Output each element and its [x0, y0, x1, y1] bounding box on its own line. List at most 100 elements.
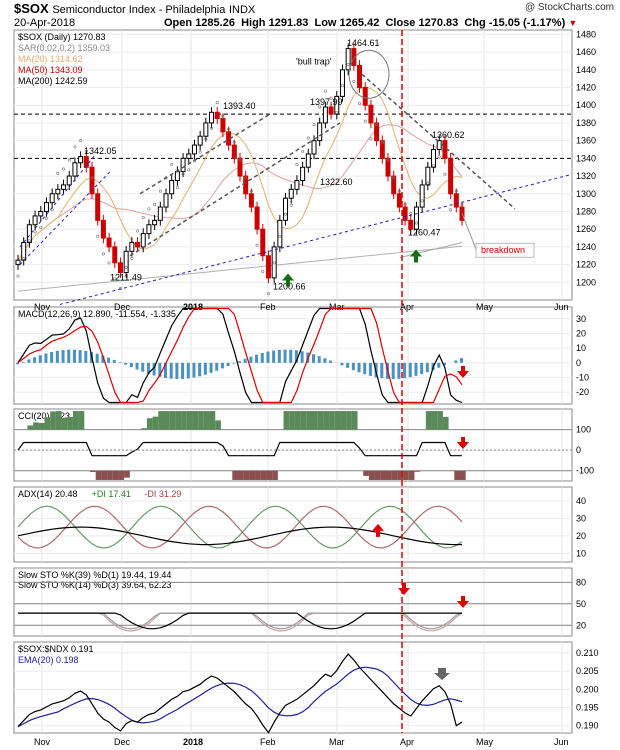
y-tick-label: 20	[576, 531, 586, 541]
macd-hist-bar	[300, 351, 304, 363]
candle-body	[26, 224, 32, 243]
macd-hist-bar	[55, 350, 59, 363]
candle-body	[391, 175, 397, 195]
candle-body	[317, 122, 323, 142]
cci-fill-pos	[55, 411, 62, 430]
macd-hist-bar	[260, 352, 264, 363]
price-annotation: 1393.40	[223, 101, 256, 111]
cci-fill-neg	[95, 470, 102, 480]
legend-entry: SAR(0.02,0.2) 1359.03	[18, 43, 110, 53]
macd-hist-bar	[38, 355, 42, 363]
candle-body	[237, 157, 243, 177]
candle-body	[100, 219, 106, 239]
macd-hist-bar	[283, 349, 287, 363]
macd-hist-bar	[380, 362, 384, 379]
candle-body	[163, 193, 169, 208]
macd-hist-bar	[175, 362, 179, 379]
macd-hist-bar	[198, 362, 202, 377]
macd-hist-bar	[329, 360, 333, 363]
cci-fill-neg	[460, 470, 466, 480]
candle-body	[419, 184, 425, 208]
macd-hist-bar	[192, 362, 196, 378]
y-tick-label: 1360	[576, 136, 596, 146]
candle-body	[61, 184, 67, 190]
sar-dot	[33, 230, 37, 234]
sar-dot	[244, 176, 248, 180]
candle-body	[32, 215, 38, 226]
candle-body	[413, 206, 419, 230]
cci-fill-pos	[158, 411, 164, 430]
y-tick-label: -100	[576, 466, 594, 476]
candle-body	[442, 140, 448, 159]
x-tick-label: Nov	[34, 737, 51, 747]
macd-hist-bar	[118, 362, 122, 363]
red-down-arrow-icon	[457, 437, 469, 449]
candle-body	[283, 197, 289, 221]
sar-dot	[227, 127, 231, 131]
sar-dot	[363, 119, 367, 123]
cci-fill-neg	[380, 470, 386, 480]
sar-dot	[153, 202, 157, 206]
sar-dot	[204, 137, 208, 141]
candle-body	[254, 206, 260, 230]
candle-body	[305, 153, 311, 168]
sar-dot	[101, 252, 105, 256]
cci-fill-pos	[61, 417, 68, 430]
macd-hist-bar	[408, 362, 412, 378]
cci-fill-neg	[255, 470, 261, 480]
x-tick-label: May	[476, 737, 494, 747]
legend-entry: $SOX (Daily) 1270.83	[18, 32, 106, 42]
sar-dot	[158, 189, 162, 193]
cci-line	[17, 441, 462, 457]
cci-fill-pos	[169, 411, 176, 430]
chart-header: $SOX Semiconductor Index - Philadelphia …	[0, 0, 620, 30]
sar-dot	[369, 137, 373, 141]
macd-hist-bar	[403, 362, 407, 379]
green-up-arrow-icon	[410, 249, 422, 263]
sar-dot	[198, 150, 202, 154]
sar-dot	[352, 79, 356, 83]
candle-body	[55, 188, 61, 195]
sar-dot	[249, 189, 253, 193]
candle-body	[49, 193, 55, 204]
cci-fill-pos	[67, 416, 73, 430]
y-tick-label: 0	[576, 445, 581, 455]
price-annotation: 1342.05	[84, 146, 117, 156]
y-tick-label: 20	[576, 328, 586, 338]
sar-dot	[90, 176, 94, 180]
sar-dot	[437, 155, 441, 159]
candle-body	[21, 241, 27, 261]
cci-fill-pos	[192, 411, 199, 430]
candle-body	[214, 111, 220, 120]
macd-hist-bar	[186, 362, 190, 379]
panel-frame-ratio	[13, 641, 573, 734]
x-tick-label: 2018	[183, 302, 203, 312]
y-tick-label: 0.200	[576, 684, 599, 694]
sar-dot	[221, 114, 225, 118]
y-tick-label: 1480	[576, 29, 596, 39]
cci-fill-pos	[72, 411, 79, 430]
candle-body	[129, 241, 135, 252]
candle-body	[112, 246, 118, 264]
chart-title: $SOX Semiconductor Index - Philadelphia …	[14, 1, 255, 16]
y-tick-label: 1220	[576, 260, 596, 270]
candle-body	[362, 87, 368, 106]
sar-dot	[84, 149, 88, 153]
sar-dot	[44, 217, 48, 221]
sar-dot	[289, 203, 293, 207]
falling-trendline	[361, 73, 516, 210]
sar-dot	[272, 261, 276, 265]
plus-di-line	[17, 505, 463, 549]
macd-hist-bar	[16, 362, 19, 365]
macd-hist-bar	[460, 358, 463, 363]
candle-body	[209, 111, 215, 124]
y-tick-label: -20	[576, 387, 589, 397]
sar-dot	[323, 89, 327, 93]
cci-fill-pos	[215, 420, 221, 430]
y-tick-label: 0.195	[576, 703, 599, 713]
cci-fill-neg	[368, 470, 375, 480]
candle-body	[265, 255, 271, 279]
candle-body	[300, 166, 306, 181]
legend-entry: $SOX:$NDX 0.191	[18, 644, 94, 654]
ratio-line	[17, 653, 463, 734]
